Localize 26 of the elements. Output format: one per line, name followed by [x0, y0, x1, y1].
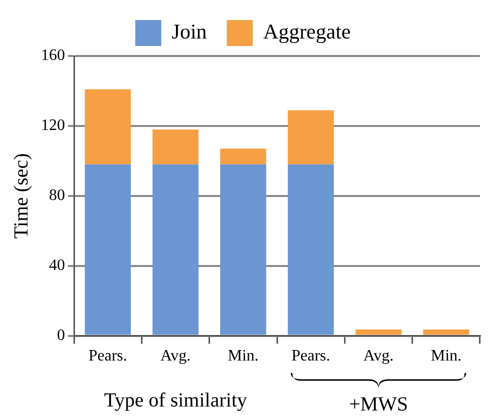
bar [152, 164, 199, 335]
bar [288, 164, 334, 335]
x-tick-label: Pears. [88, 348, 128, 365]
y-axis-title: Time (sec) [10, 153, 32, 239]
x-tick-label: Min. [228, 348, 259, 365]
legend-label: Join [172, 20, 208, 44]
x-tick-label: Avg. [363, 348, 394, 365]
bar [84, 164, 131, 335]
bar [220, 164, 266, 335]
x-tick-label: Avg. [160, 348, 191, 365]
y-tick-label: 120 [41, 117, 65, 134]
y-tick-label: 80 [49, 187, 65, 204]
x-tick-label: Min. [430, 348, 462, 365]
x-tick-label: Pears. [292, 348, 330, 365]
bar [423, 330, 470, 335]
bar [288, 110, 334, 164]
text: +MWS [348, 393, 408, 416]
legend-label: Aggregate [263, 20, 351, 44]
bar [220, 148, 266, 164]
bar [152, 129, 199, 164]
y-tick-label: 40 [49, 257, 65, 274]
bar [84, 89, 131, 164]
y-tick-label: 0 [57, 327, 65, 344]
x-axis-title: Type of similarity [104, 389, 248, 412]
y-tick-label: 160 [41, 47, 65, 64]
bar [355, 330, 402, 335]
